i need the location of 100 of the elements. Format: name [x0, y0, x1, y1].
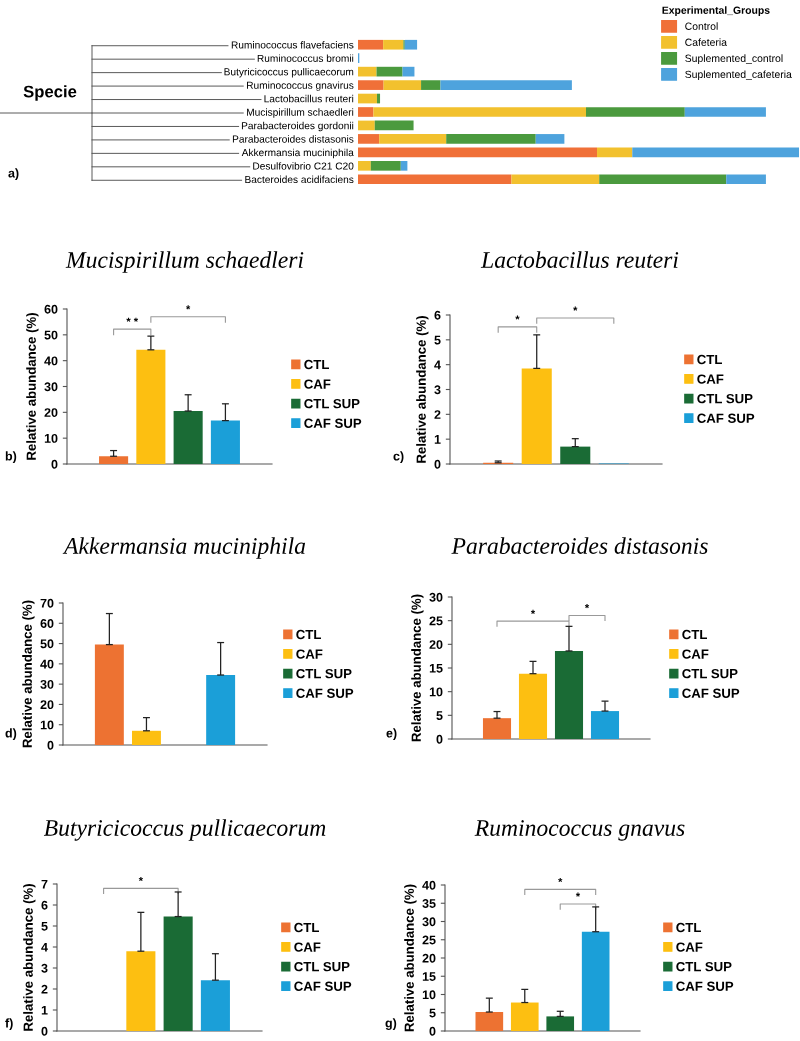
y-tick-label: 10 — [429, 687, 443, 697]
legend-label: CTL — [676, 922, 701, 933]
y-tick-label: 20 — [44, 408, 58, 417]
y-tick-label: 15 — [422, 972, 436, 981]
text: Specie — [23, 85, 77, 101]
legend-label: CAF SUP — [697, 413, 755, 423]
legend-label: Cafeteria — [685, 38, 727, 46]
y-tick-label: 5 — [436, 711, 443, 720]
legend-label: CAF SUP — [676, 981, 734, 991]
y-tick-label: 0 — [436, 734, 443, 744]
legend-label: CTL SUP — [682, 668, 738, 679]
text: g) — [385, 1018, 397, 1030]
y-tick-label: Mucispirillum schaedleri — [247, 108, 354, 118]
y-tick-label: 30 — [429, 592, 443, 602]
y-tick-label: Desulfovibrio C21 C20 — [253, 162, 354, 170]
legend-label: CTL SUP — [304, 398, 360, 409]
legend-label: CTL SUP — [296, 668, 352, 679]
y-tick-label: 10 — [40, 720, 54, 730]
y-tick-label: Ruminococcus bromii — [257, 54, 354, 62]
text: a) — [8, 168, 19, 180]
y-tick-label: 10 — [422, 990, 436, 1000]
chart-title: Parabacteroides distasonis — [451, 537, 708, 554]
y-tick-label: 50 — [44, 330, 58, 340]
y-tick-label: 50 — [40, 639, 54, 649]
legend-label: CAF SUP — [296, 688, 354, 698]
chart-title: Ruminococcus gnavus — [474, 820, 685, 841]
legend-label: Control — [685, 22, 718, 30]
text: f) — [5, 1018, 13, 1030]
y-tick-label: 0 — [429, 1026, 436, 1036]
legend-label: CTL SUP — [697, 393, 753, 404]
annotation: * — [530, 609, 536, 614]
y-tick-label: 2 — [41, 984, 48, 994]
legend-label: CTL — [304, 359, 329, 370]
y-tick-label: 40 — [44, 356, 58, 366]
y-axis-title: Relative abundance (%) — [416, 316, 429, 463]
y-tick-label: 6 — [41, 900, 48, 910]
y-tick-label: Ruminococcus gnavirus — [247, 81, 354, 91]
y-tick-label: 7 — [41, 879, 48, 889]
y-tick-label: 6 — [434, 310, 441, 320]
y-tick-label: 2 — [434, 410, 441, 419]
legend-label: Suplemented_cafeteria — [685, 70, 792, 81]
text: c) — [393, 451, 404, 463]
legend-label: CTL — [697, 354, 722, 365]
y-tick-label: 40 — [40, 659, 54, 669]
legend-label: CTL — [296, 629, 321, 640]
annotation: * * — [126, 317, 139, 322]
legend-label: CAF — [304, 379, 331, 389]
y-tick-label: 3 — [41, 963, 48, 973]
legend-label: CAF SUP — [682, 688, 740, 698]
annotation: * — [575, 892, 581, 897]
y-axis-title: Relative abundance (%) — [23, 884, 36, 1031]
text: d) — [5, 728, 17, 740]
y-tick-label: Parabacteroides gordonii — [241, 121, 354, 132]
legend-label: CAF — [697, 374, 724, 384]
text: e) — [386, 728, 397, 740]
annotation: * — [584, 604, 590, 609]
legend-title: Experimental_Groups — [662, 6, 770, 16]
legend-label: CTL — [682, 629, 707, 640]
y-tick-label: Bacteroides acidifaciens — [245, 175, 354, 184]
y-axis-title: Relative abundance (%) — [26, 313, 39, 460]
y-tick-label: 30 — [40, 679, 54, 689]
y-tick-label: 25 — [429, 616, 443, 626]
y-axis-title: Relative abundance (%) — [404, 884, 417, 1032]
y-tick-label: 40 — [422, 880, 436, 890]
text: * — [138, 876, 144, 882]
legend-label: CAF — [294, 942, 321, 952]
y-tick-label: Parabacteroides distasonis — [232, 135, 354, 143]
y-tick-label: 4 — [41, 942, 48, 952]
y-tick-label: 0 — [47, 740, 54, 750]
text: b) — [5, 451, 17, 463]
text: * — [558, 877, 563, 883]
y-tick-label: 35 — [422, 899, 436, 908]
y-tick-label: 0 — [41, 1026, 48, 1036]
y-tick-label: 5 — [434, 335, 441, 345]
y-tick-label: 20 — [429, 640, 443, 649]
chart-title: Lactobacillus reuteri — [480, 251, 679, 268]
y-tick-label: 0 — [434, 459, 441, 469]
y-axis-title: Relative abundance (%) — [411, 594, 424, 742]
annotation: * — [515, 315, 520, 320]
text: * — [573, 306, 578, 311]
y-tick-label: 60 — [44, 304, 58, 314]
y-tick-label: Ruminococcus flavefaciens — [231, 41, 354, 49]
y-tick-label: 1 — [41, 1005, 48, 1015]
chart-title: Akkermansia muciniphila — [62, 537, 306, 559]
y-tick-label: 30 — [422, 917, 436, 927]
y-tick-label: 15 — [429, 663, 443, 673]
y-tick-label: 25 — [422, 935, 436, 945]
y-tick-label: 5 — [429, 1008, 436, 1018]
legend-label: CTL — [294, 922, 319, 933]
y-tick-label: 60 — [40, 619, 54, 628]
chart-title: Mucispirillum schaedleri — [65, 251, 304, 273]
y-tick-label: Akkermansia muciniphila — [241, 148, 354, 159]
y-tick-label: 10 — [44, 433, 58, 443]
y-tick-label: 3 — [434, 385, 441, 395]
legend-label: CTL SUP — [294, 961, 350, 972]
legend-label: CAF SUP — [304, 418, 362, 428]
annotation: * — [186, 305, 191, 310]
y-tick-label: 0 — [51, 459, 58, 469]
legend-label: CAF SUP — [294, 981, 352, 991]
y-tick-label: 20 — [40, 700, 54, 710]
